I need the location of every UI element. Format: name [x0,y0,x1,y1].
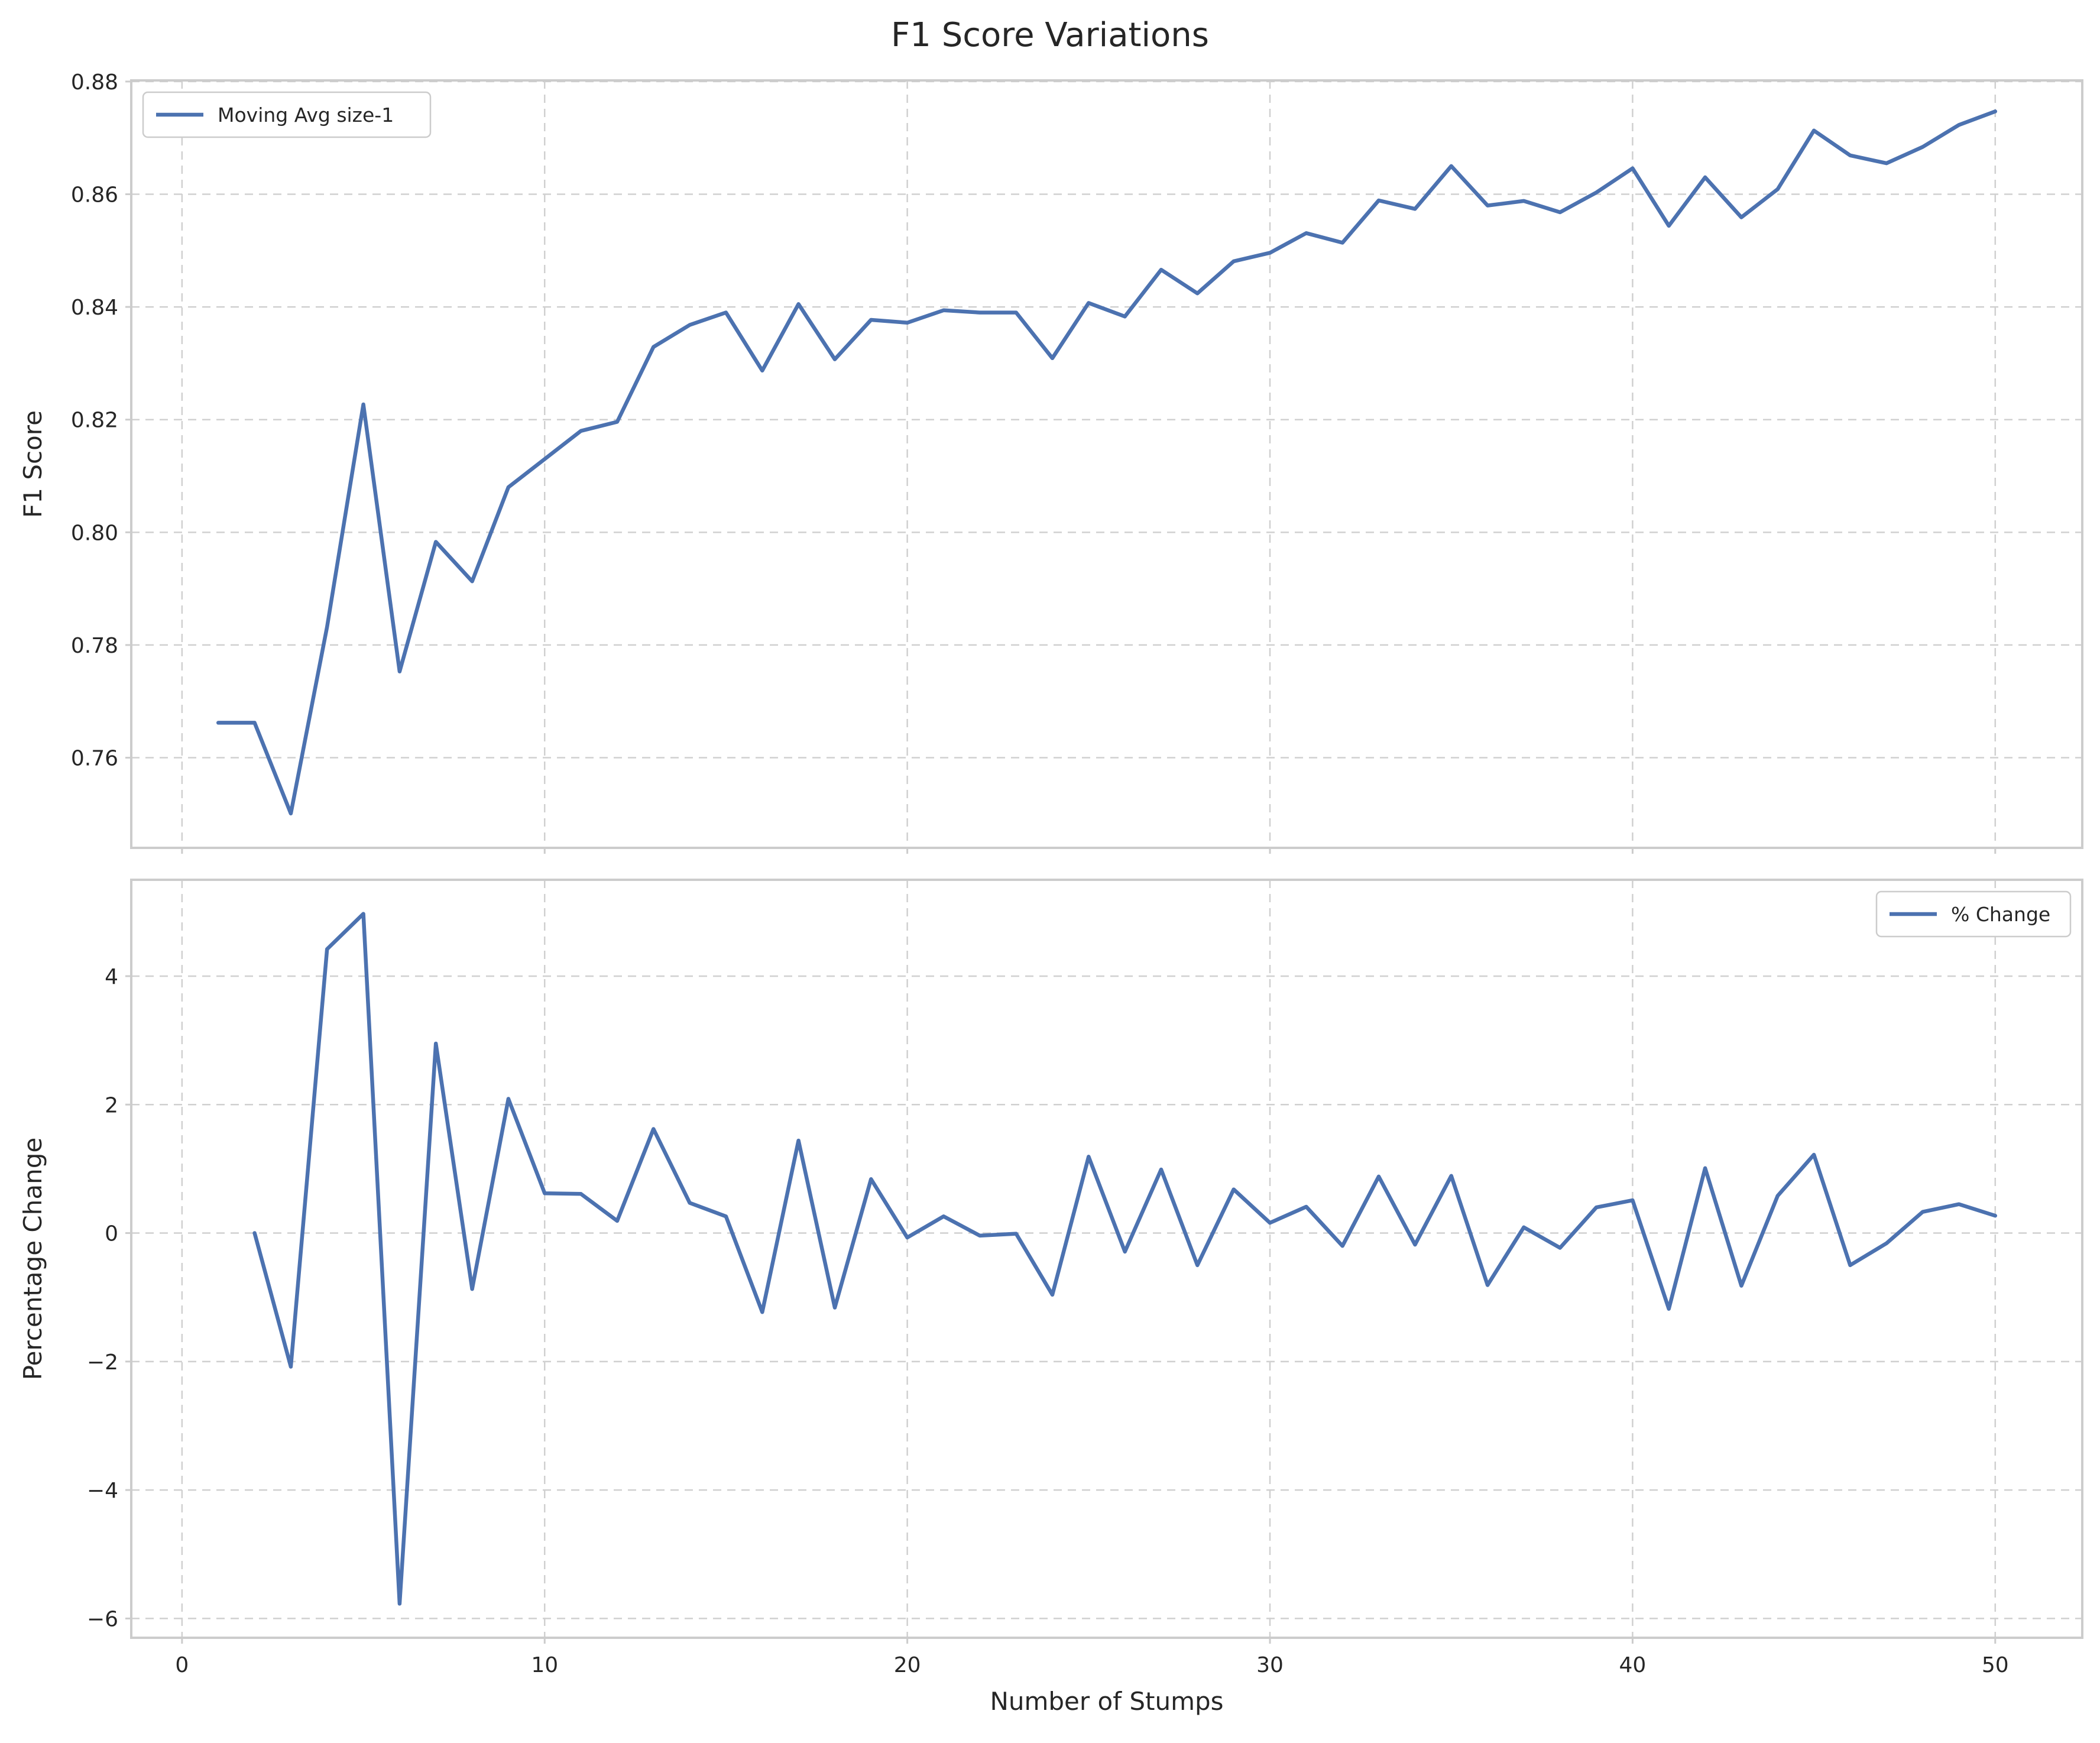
y-axis-label: F1 Score [18,410,47,518]
x-tick-label: 30 [1256,1653,1284,1677]
y-tick-label: 0.82 [71,409,118,433]
axes-frame [130,79,2083,849]
y-tick-label: 0.78 [71,634,118,658]
figure-title: F1 Score Variations [891,16,1209,54]
legend-box [142,91,432,138]
x-tick-label: 0 [175,1653,189,1677]
y-tick-label: 0.76 [71,747,118,771]
x-tick-label: 50 [1982,1653,2009,1677]
legend-box [1875,890,2072,938]
y-tick-label: 2 [105,1093,118,1117]
y-tick-label: 0 [105,1222,118,1246]
legend-label: % Change [1951,903,2050,926]
x-tick-label: 40 [1619,1653,1646,1677]
y-tick-label: 0.84 [71,296,118,320]
y-tick-label: 0.88 [71,70,118,95]
x-axis-label: Number of Stumps [990,1687,1223,1716]
f1-score-panel: 0.76 0.78 0.80 0.82 0.84 0.86 0.88 F1 Score Movi… [18,70,2083,854]
y-axis-label: Percentage Change [18,1138,47,1380]
y-tick-label: −2 [87,1350,118,1375]
series-line [252,912,1998,1606]
y-tick-label: −6 [87,1607,118,1631]
x-tick-label: 20 [894,1653,921,1677]
x-tick-label: 10 [531,1653,558,1677]
legend: Moving Avg size-1 [142,91,432,138]
y-tick-label: −4 [87,1479,118,1503]
y-tick-label: 4 [105,965,118,989]
y-tick-label: 0.86 [71,183,118,208]
series-line [216,109,1998,816]
axes-frame [130,879,2083,1639]
legend-label: Moving Avg size-1 [218,103,394,127]
legend: % Change [1875,890,2072,938]
y-tick-label: 0.80 [71,521,118,545]
